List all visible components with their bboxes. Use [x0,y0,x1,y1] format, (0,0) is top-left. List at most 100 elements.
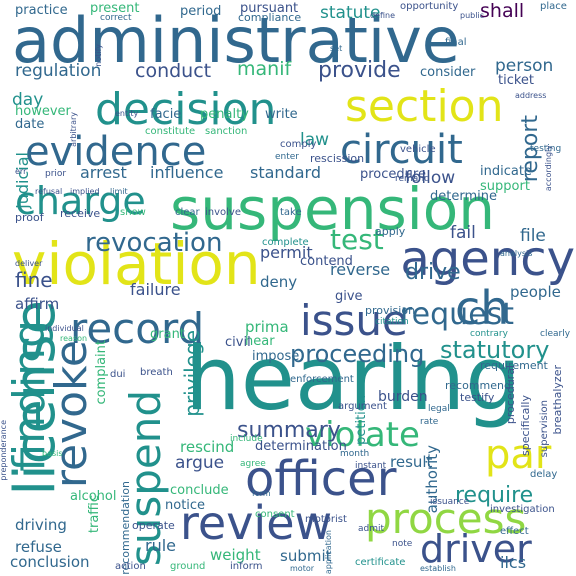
cloud-word: request [400,297,515,332]
cloud-word: remand [395,174,430,184]
cloud-word: action [115,561,146,572]
cloud-word: investigation [490,504,555,515]
cloud-word: administrative [12,4,460,77]
cloud-word: privilege [180,330,204,417]
cloud-word: apply [375,225,406,238]
cloud-word: ch [455,281,510,335]
cloud-word: breath [140,367,173,378]
cloud-word: preponderance [0,420,8,481]
cloud-word: consider [420,65,476,80]
cloud-word: support [480,179,530,194]
cloud-word: determine [430,189,497,204]
cloud-word: conclusion [10,553,90,571]
cloud-word: pursuant [240,1,299,16]
cloud-word: breathalyzer [551,365,564,435]
cloud-word: prima [245,318,289,336]
cloud-word: refusal [35,187,63,196]
cloud-word: dui [110,369,126,380]
cloud-word: compliance [238,11,302,24]
cloud-word: process [365,494,527,543]
cloud-word: rule [145,536,177,555]
cloud-word: statutory [440,336,550,364]
cloud-word: summary [237,418,341,443]
cloud-word: person [495,56,554,76]
cloud-word: prior [45,169,67,179]
cloud-word: correct [100,13,132,23]
cloud-word: day [12,90,44,110]
cloud-word: section [345,81,504,132]
cloud-word: arrest [80,163,127,182]
cloud-word: suspension [170,175,496,243]
cloud-word: argument [338,401,387,412]
cloud-word: civil [225,335,251,350]
cloud-word: testing [530,144,562,154]
cloud-word: conclude [170,483,229,498]
cloud-word: err [15,167,27,176]
cloud-word: submit [280,547,332,565]
cloud-word: vehicle [400,144,436,155]
cloud-word: decision [95,84,277,135]
cloud-word: basis [42,449,63,458]
cloud-word: delay [530,469,558,480]
cloud-word: influence [150,163,224,182]
cloud-word: recommend [445,379,511,392]
cloud-word: conduct [135,60,212,82]
cloud-word: statute [320,3,381,23]
cloud-word: clearly [540,329,571,339]
cloud-word: entity [115,109,139,118]
cloud-word: take [280,207,302,218]
cloud-word: sanction [205,126,248,137]
cloud-word: permit [260,243,313,262]
cloud-word: present [90,1,140,16]
cloud-word: date [15,117,45,132]
cloud-word: notify [94,44,103,67]
cloud-word: period [180,4,222,19]
cloud-word: evidence [25,129,207,175]
cloud-word: indicate [480,164,532,179]
cloud-word: requirement [480,359,548,372]
cloud-word: notice [165,498,206,513]
cloud-word: opportunity [400,1,459,12]
cloud-word: motor [290,564,315,573]
cloud-word: failure [130,280,181,299]
cloud-word: deliver [15,259,43,268]
cloud-word: agency [400,231,575,287]
cloud-word: regulation [15,61,102,81]
cloud-word: fail [450,223,476,243]
cloud-word: ticket [498,73,535,88]
cloud-word: weight [210,546,261,564]
cloud-word: comply [280,139,317,150]
cloud-word: par [485,432,552,478]
cloud-word: proceeding [290,340,425,368]
cloud-word: file [520,226,546,246]
cloud-word: revoke [46,340,97,489]
cloud-word: include [230,434,263,444]
cloud-word: agree [240,459,266,469]
cloud-word: define [370,11,396,20]
cloud-word: certificate [355,557,406,568]
cloud-word: result [390,453,433,471]
cloud-word: revocation [85,228,223,258]
cloud-word: involve [205,207,242,218]
cloud-word: traffic [87,495,102,534]
cloud-word: arbitrary [69,112,78,147]
cloud-word: refuse [15,538,62,556]
cloud-word: procedural [504,365,517,425]
cloud-word: facie [150,107,182,122]
cloud-word: test [330,223,384,256]
cloud-word: driving [15,516,67,534]
cloud-word: rescind [180,438,235,456]
cloud-word: rescission [310,152,365,165]
cloud-word: violation [12,230,261,298]
cloud-word: alcohol [70,489,117,504]
cloud-word: supervision [539,400,550,458]
cloud-word: provide [318,58,401,83]
cloud-word: driver [420,527,532,571]
cloud-word: ground [170,561,206,572]
cloud-word: accordingly [544,145,553,192]
cloud-word: people [510,283,561,301]
cloud-word: practice [15,3,68,18]
cloud-word: record [70,304,205,353]
cloud-word: place [540,1,567,12]
cloud-word: application [324,530,333,575]
